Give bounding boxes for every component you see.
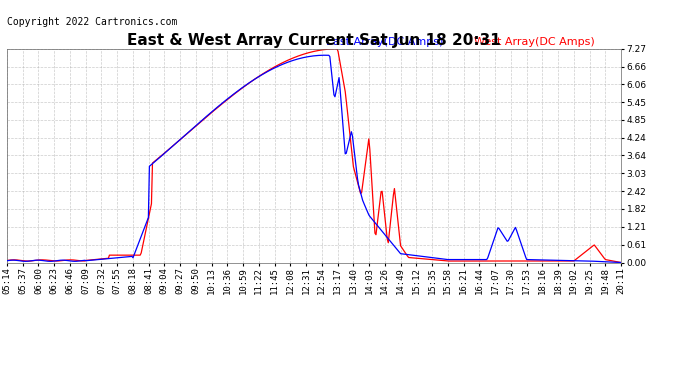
Text: East Array(DC Amps): East Array(DC Amps) (326, 37, 444, 46)
Title: East & West Array Current Sat Jun 18 20:31: East & West Array Current Sat Jun 18 20:… (127, 33, 501, 48)
Text: West Array(DC Amps): West Array(DC Amps) (473, 37, 594, 46)
Text: Copyright 2022 Cartronics.com: Copyright 2022 Cartronics.com (7, 17, 177, 27)
